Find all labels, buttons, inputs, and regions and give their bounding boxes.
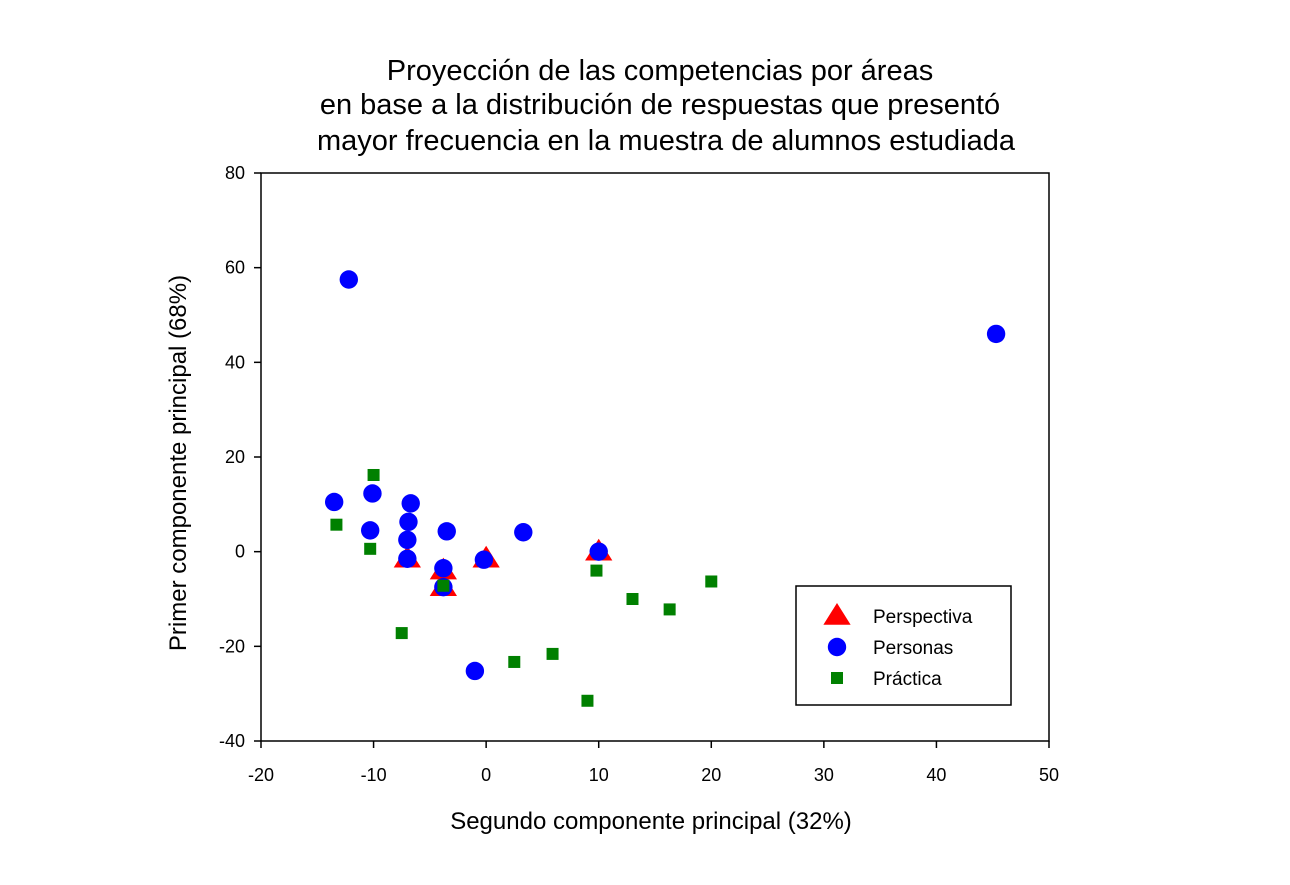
circle-point	[514, 523, 533, 542]
circle-point	[401, 494, 420, 513]
y-tick-label: 80	[225, 163, 245, 183]
legend-items: Perspectiva Personas Práctica	[823, 603, 973, 690]
square-point	[626, 593, 639, 605]
chart-title-line-1: Proyección de las competencias por áreas	[387, 55, 933, 87]
legend-label: Práctica	[873, 669, 942, 690]
legend-marker-circle	[827, 637, 847, 657]
legend-label: Perspectiva	[873, 607, 973, 628]
circle-point	[324, 492, 344, 512]
y-axis-ticks: -40 -20 0 20 40 60 80	[219, 163, 261, 751]
circle-point	[437, 522, 456, 541]
circle-point	[986, 324, 1006, 344]
legend: Perspectiva Personas Práctica	[795, 585, 1012, 706]
circle-point	[434, 559, 453, 578]
x-tick-label: 40	[926, 765, 946, 785]
chart-title-line-3: mayor frecuencia en la muestra de alumno…	[317, 125, 1016, 157]
y-tick-label: 40	[225, 352, 245, 372]
y-tick-label: 0	[235, 542, 245, 562]
y-tick-label: -20	[219, 636, 245, 656]
circle-point	[474, 550, 494, 569]
square-point	[330, 518, 343, 531]
x-tick-label: -20	[248, 765, 274, 785]
y-tick-label: 60	[225, 258, 245, 278]
circle-point	[589, 542, 608, 561]
x-axis-label: Segundo componente principal (32%)	[450, 808, 852, 835]
legend-marker-square	[831, 672, 843, 684]
series-personas	[324, 270, 1006, 681]
x-tick-label: -10	[361, 765, 387, 785]
x-axis-ticks: -20 -10 0 10 20 30 40 50	[248, 741, 1059, 785]
series-práctica	[330, 468, 718, 707]
square-point	[367, 468, 380, 481]
square-point	[508, 655, 521, 668]
x-tick-label: 20	[701, 765, 721, 785]
square-point	[581, 694, 594, 707]
circle-point	[398, 530, 417, 550]
chart-title-line-2: en base a la distribución de respuestas …	[320, 89, 1000, 121]
square-point	[437, 579, 450, 592]
y-axis-label: Primer componente principal (68%)	[165, 275, 192, 651]
x-tick-label: 50	[1039, 765, 1059, 785]
circle-point	[398, 549, 417, 568]
circle-point	[339, 270, 359, 289]
circle-point	[363, 484, 382, 503]
chart-title: Proyección de las competencias por áreas…	[317, 55, 1016, 157]
square-point	[546, 647, 559, 660]
y-tick-label: -40	[219, 731, 245, 751]
data-series	[324, 270, 1006, 707]
x-tick-label: 0	[481, 765, 491, 785]
circle-point	[399, 512, 418, 532]
circle-point	[360, 521, 380, 540]
series-perspectiva	[393, 538, 613, 596]
legend-marker-triangle	[823, 603, 851, 625]
x-tick-label: 30	[814, 765, 834, 785]
square-point	[590, 564, 603, 577]
circle-point	[465, 661, 485, 681]
square-point	[395, 627, 408, 640]
y-tick-label: 20	[225, 447, 245, 467]
x-tick-label: 10	[589, 765, 609, 785]
square-point	[663, 603, 676, 616]
square-point	[705, 575, 718, 588]
square-point	[364, 542, 377, 555]
legend-label: Personas	[873, 638, 953, 659]
